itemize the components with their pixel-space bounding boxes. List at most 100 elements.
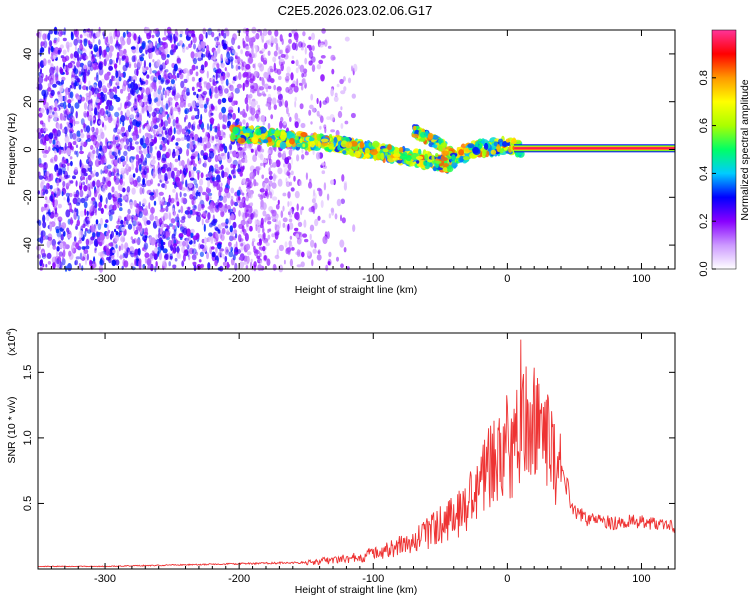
spectrogram-cell [262,210,267,217]
spectrogram-cell [238,210,241,217]
spectrogram-cell [321,162,325,166]
spectrogram-cell [139,137,144,146]
spectrogram-cell [277,46,281,56]
spectrogram-cell [254,83,259,90]
spectrogram-cell [243,129,247,134]
spectrogram-cell [72,197,78,205]
spectrogram-cell [69,156,73,160]
spectrogram-cell [96,92,101,98]
spectrogram-cell [134,92,138,99]
spectrogram-cell [295,38,299,43]
spectrogram-cell [112,204,117,211]
spectrogram-cell [301,78,306,84]
spectrogram-cell [238,201,244,209]
spectrogram-cell [168,127,173,136]
spectrogram-cell [132,220,137,227]
spectrogram-cell [136,238,140,245]
spectrogram-cell [53,39,57,44]
spectrogram-cell [185,239,189,248]
spectrogram-cell [197,203,202,212]
spectrogram-cell [267,39,272,46]
spectrogram-cell [99,145,103,151]
colorbar-frame [711,29,737,270]
spectrogram-cell [82,181,86,186]
spectrogram-cell [87,114,93,122]
spectrogram-cell [218,112,223,120]
spectrogram-cell [90,127,94,131]
spectrogram-cell [493,141,498,147]
x-tick-label: -300 [94,573,116,585]
spectrogram-cell [382,148,389,153]
spectrogram-cell [69,115,75,122]
spectrogram-cell [237,163,241,170]
spectrogram-cell [309,233,312,241]
spectrogram-cell [134,230,139,235]
spectrogram-cell [294,112,299,121]
spectrogram-cell [173,228,177,237]
spectrogram-cell [255,166,260,172]
spectrogram-cell [87,160,93,167]
spectrogram-cell [160,91,164,100]
spectrogram-cell [237,65,241,70]
spectrogram-cell [352,224,356,233]
spectrogram-cell [61,191,64,197]
spectrogram-cell [250,43,253,49]
spectrogram-cell [150,256,154,261]
spectrogram-cell [113,169,116,177]
spectrogram-cell [275,204,280,210]
spectrogram-cell [167,197,172,203]
spectrogram-cell [190,40,193,45]
spectrogram-cell [87,60,93,68]
spectrogram-cell [189,30,192,34]
spectrogram-cell [277,167,283,175]
spectrogram-cell [197,57,202,62]
spectrogram-cell [263,71,269,79]
spectrogram-cell [271,97,277,105]
spectrogram-cell [287,162,292,171]
spectrogram-cell [128,137,133,143]
spectrogram-cell [178,40,183,46]
spectrogram-cell [39,47,45,53]
spectrogram-cell [253,209,258,213]
spectrogram-cell [303,219,307,228]
spectrogram-cell [211,251,216,258]
spectrogram-cell [128,63,132,69]
spectrogram-cell [85,55,89,60]
spectrogram-cell [376,152,382,160]
spectrogram-cell [155,27,160,35]
spectrogram-cell [141,183,147,188]
spectrogram-cell [161,201,165,206]
spectrogram-cell [138,150,143,155]
snr-y-label: SNR (10 * v/v) [6,396,18,463]
spectrogram-cell [199,98,204,105]
snr-background [38,333,675,569]
spectrogram-cell [164,47,169,55]
spectrogram-cell [133,79,136,86]
spectrogram-cell [167,162,170,168]
spectrogram-cell [288,38,292,44]
spectrogram-cell [250,148,254,153]
spectrogram-cell [272,173,276,182]
spectrogram-cell [133,179,138,187]
spectrogram-cell [84,208,87,216]
spectrogram-cell [176,253,182,259]
spectrogram-cell [257,224,261,234]
spectrogram-cell [160,79,164,85]
spectrogram-cell [229,225,233,233]
spectrogram-cell [376,147,380,152]
spectrogram-cell [245,27,249,37]
spectrogram-cell [83,172,88,177]
spectrogram-cell [137,221,142,227]
spectrogram-cell [218,201,223,208]
spectrogram-cell [280,53,286,58]
spectrogram-cell [165,103,169,110]
spectrogram-cell [126,80,129,86]
spectrogram-cell [149,125,154,132]
spectrogram-cell [199,251,204,257]
spectrogram-cell [98,201,102,209]
y-tick-label: -20 [22,189,34,205]
spectrogram-cell [282,217,288,223]
spectrogram-cell [176,180,182,188]
spectrogram-cell [226,29,230,37]
spectrogram-cell [191,199,195,206]
